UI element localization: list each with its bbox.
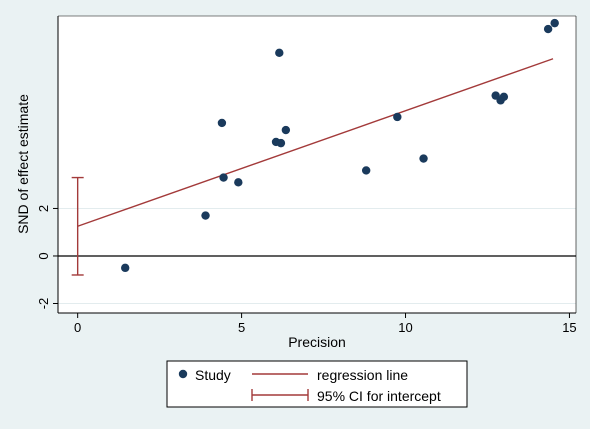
- legend-ci-swatch: [251, 389, 309, 401]
- x-axis-title: Precision: [288, 334, 346, 350]
- y-axis-title: SND of effect estimate: [15, 94, 31, 234]
- x-tick-label: 0: [74, 320, 81, 335]
- study-point: [234, 178, 243, 187]
- marks-layer: [71, 18, 559, 276]
- study-point: [217, 118, 227, 128]
- legend: Study regression line 95% CI for interce…: [166, 360, 468, 408]
- y-tick-label: -2: [36, 298, 51, 310]
- study-point: [361, 166, 371, 175]
- y-tick-label: 2: [36, 205, 51, 212]
- study-point: [550, 18, 559, 28]
- grid-layer: [58, 207, 576, 304]
- x-tick-label: 15: [562, 320, 576, 335]
- legend-study-marker: [178, 369, 188, 379]
- study-point: [419, 154, 428, 163]
- study-point: [543, 24, 553, 34]
- legend-ci-label: 95% CI for intercept: [317, 388, 441, 404]
- study-point: [121, 263, 130, 273]
- legend-box: [166, 360, 468, 408]
- study-point: [275, 48, 284, 58]
- study-point: [281, 125, 291, 135]
- study-point: [276, 138, 286, 148]
- axes-layer: 0 5 10 15 -2 0 2: [36, 15, 577, 335]
- y-tick-label: 0: [36, 252, 51, 259]
- regression-line: [77, 58, 554, 227]
- legend-regression-label: regression line: [317, 367, 408, 383]
- study-point: [201, 211, 210, 220]
- study-point: [499, 92, 509, 101]
- plot-area: [58, 16, 576, 313]
- study-point: [219, 173, 228, 182]
- x-tick-label: 5: [238, 320, 245, 335]
- study-point: [393, 112, 402, 122]
- legend-study-label: Study: [195, 367, 231, 383]
- x-tick-label: 10: [398, 320, 412, 335]
